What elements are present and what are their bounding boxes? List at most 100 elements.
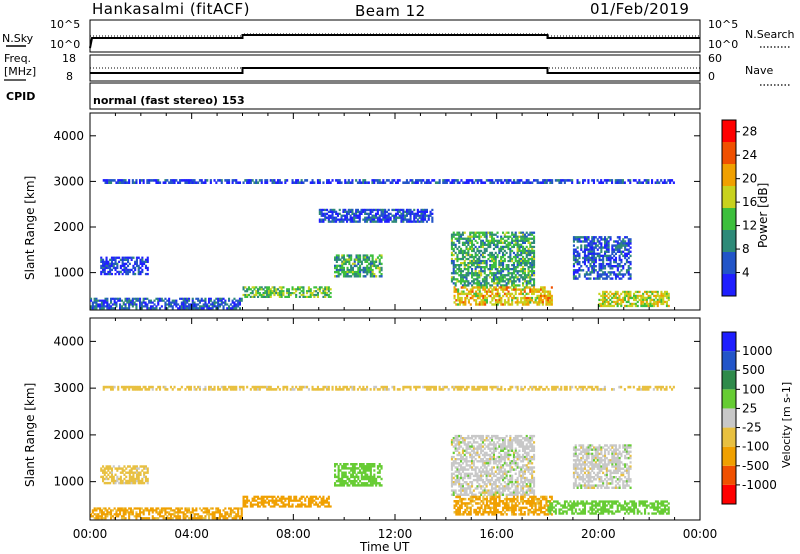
power-data-cell <box>146 181 149 184</box>
power-data-cell <box>520 235 523 238</box>
power-data-cell <box>380 218 383 221</box>
velocity-data-cell <box>224 511 227 514</box>
velocity-data-cell <box>523 451 526 455</box>
velocity-data-cell <box>483 443 486 446</box>
velocity-data-cell <box>177 511 180 514</box>
power-data-cell <box>496 301 499 304</box>
power-data-cell <box>336 212 339 215</box>
velocity-data-cell <box>193 515 196 518</box>
power-data-cell <box>482 299 485 302</box>
power-data-cell <box>134 272 137 276</box>
power-data-cell <box>500 278 503 281</box>
velocity-data-cell <box>159 515 162 518</box>
nsearch-top-tick: 10^5 <box>708 18 739 31</box>
velocity-data-cell <box>350 482 353 485</box>
power-data-cell <box>585 236 588 239</box>
power-data-cell <box>620 265 623 268</box>
power-data-cell <box>480 181 483 184</box>
power-data-cell <box>500 249 503 253</box>
velocity-data-cell <box>465 468 468 471</box>
velocity-data-cell <box>376 471 379 474</box>
power-data-cell <box>516 301 519 304</box>
power-data-cell <box>645 296 648 300</box>
power-data-cell <box>445 181 448 184</box>
power-data-cell <box>331 210 334 213</box>
velocity-data-cell <box>117 507 120 510</box>
velocity-data-cell <box>217 517 220 520</box>
power-data-cell <box>665 304 668 308</box>
power-data-cell <box>636 304 639 308</box>
power-data-cell <box>512 233 515 236</box>
velocity-data-cell <box>494 470 497 473</box>
power-data-cell <box>450 247 453 251</box>
power-data-cell <box>505 284 508 287</box>
power-data-cell <box>191 299 194 302</box>
power-data-cell <box>102 305 105 308</box>
velocity-data-cell <box>476 453 479 457</box>
power-data-cell <box>357 262 360 266</box>
velocity-data-cell <box>128 473 131 476</box>
power-data-cell <box>450 251 453 255</box>
power-data-cell <box>467 241 470 244</box>
power-data-cell <box>653 300 656 304</box>
power-data-cell <box>602 267 605 270</box>
velocity-data-cell <box>514 487 517 490</box>
power-data-cell <box>629 240 632 243</box>
power-data-cell <box>396 216 399 219</box>
velocity-data-cell <box>498 487 501 490</box>
velocity-data-cell <box>507 455 510 459</box>
power-data-cell <box>529 181 532 184</box>
power-data-cell <box>500 237 503 240</box>
power-data-cell <box>545 296 548 300</box>
power-data-cell <box>591 258 594 262</box>
velocity-data-cell <box>518 483 521 486</box>
power-data-cell <box>139 260 142 263</box>
power-data-cell <box>591 252 594 255</box>
power-data-cell <box>456 233 459 236</box>
power-data-cell <box>533 282 536 285</box>
power-data-cell <box>605 248 608 251</box>
velocity-data-cell <box>134 467 137 470</box>
power-data-cell <box>366 273 369 276</box>
power-data-cell <box>591 254 594 258</box>
velocity-data-cell <box>293 497 296 500</box>
power-data-cell <box>518 301 521 304</box>
velocity-data-cell <box>139 509 142 512</box>
power-data-cell <box>112 262 115 265</box>
power-data-cell <box>491 179 494 182</box>
velocity-data-cell <box>502 449 505 452</box>
power-data-cell <box>596 254 599 258</box>
velocity-data-cell <box>353 480 356 483</box>
power-data-cell <box>337 270 340 274</box>
power-data-cell <box>660 300 663 304</box>
power-data-cell <box>362 268 365 272</box>
power-data-cell <box>460 237 463 240</box>
power-data-cell <box>336 218 339 221</box>
power-data-cell <box>614 292 617 296</box>
velocity-data-cell <box>523 447 526 450</box>
power-data-cell <box>536 301 539 304</box>
power-data-cell <box>482 301 485 304</box>
velocity-data-cell <box>492 491 495 494</box>
power-data-cell <box>367 208 370 212</box>
power-data-cell <box>135 262 138 265</box>
velocity-data-cell <box>502 487 505 490</box>
velocity-data-cell <box>505 455 508 459</box>
velocity-data-cell <box>512 455 515 459</box>
velocity-data-cell <box>126 509 129 512</box>
power-data-cell <box>342 273 345 276</box>
velocity-data-cell <box>480 466 483 469</box>
power-data-cell <box>132 266 135 270</box>
velocity-data-cell <box>184 513 187 516</box>
power-data-cell <box>523 237 526 240</box>
velocity-data-cell <box>454 445 457 448</box>
power-data-cell <box>512 239 515 242</box>
power-data-cell <box>476 292 479 296</box>
power-data-cell <box>498 282 501 285</box>
velocity-data-cell <box>334 473 337 476</box>
velocity-data-cell <box>224 515 227 518</box>
velocity-data-cell <box>289 499 292 502</box>
power-data-cell <box>541 290 544 293</box>
power-data-cell <box>342 260 345 263</box>
power-data-cell <box>480 235 483 238</box>
